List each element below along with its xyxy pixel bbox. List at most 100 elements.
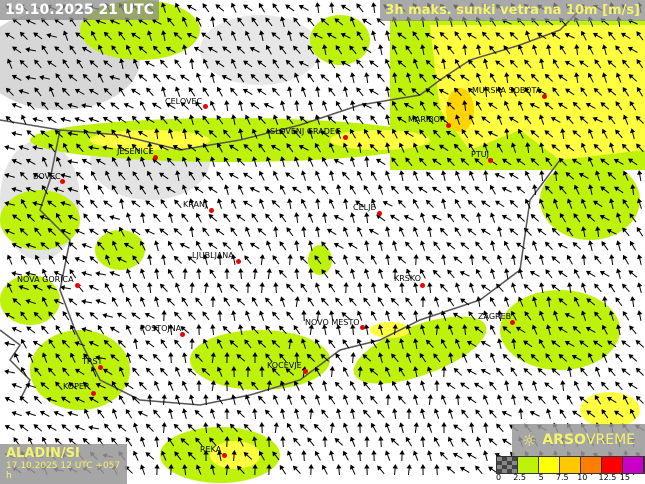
wind-arrow-head: [236, 354, 242, 360]
wind-arrow-head: [308, 240, 314, 246]
wind-arrow-head: [363, 268, 370, 274]
wind-arrow-head: [195, 464, 201, 470]
wind-arrow-head: [242, 88, 249, 94]
wind-arrow-head: [90, 199, 96, 205]
wind-arrow-head: [594, 366, 600, 372]
wind-arrow-head: [546, 44, 552, 49]
wind-arrow-head: [286, 115, 292, 121]
wind-arrow-head: [144, 116, 151, 122]
wind-arrow-head: [69, 45, 75, 51]
wind-arrow-head: [243, 4, 249, 10]
wind-arrow-head: [532, 184, 538, 189]
wind-arrow-head: [364, 436, 370, 441]
wind-arrow-head: [628, 354, 634, 360]
wind-arrow-head: [202, 338, 208, 344]
wind-arrow-head: [439, 451, 445, 457]
wind-arrow-head: [137, 410, 143, 416]
wind-arrow-head: [181, 297, 187, 303]
wind-arrow-head: [403, 214, 409, 220]
wind-arrow-head: [202, 198, 209, 204]
wind-arrow-head: [179, 242, 185, 248]
wind-arrow-head: [566, 254, 572, 261]
wind-arrow-head: [622, 310, 628, 317]
wind-arrow-head: [349, 464, 355, 470]
wind-arrow-head: [321, 269, 327, 275]
wind-arrow-head: [118, 366, 124, 372]
wind-arrow-head: [32, 340, 38, 346]
wind-arrow-head: [210, 352, 216, 357]
legend-label: 2.5: [513, 473, 527, 482]
wind-arrow-head: [432, 129, 438, 135]
wind-arrow-head: [349, 436, 355, 442]
wind-arrow-head: [480, 340, 486, 346]
wind-arrow-head: [594, 59, 600, 65]
wind-arrow-head: [12, 46, 18, 52]
wind-arrow-head: [439, 32, 445, 38]
wind-arrow-head: [186, 4, 193, 10]
wind-arrow-head: [117, 144, 123, 150]
wind-arrow-head: [427, 226, 433, 231]
wind-arrow-head: [6, 254, 12, 260]
wind-arrow-head: [461, 409, 467, 415]
wind-arrow-head: [228, 144, 235, 150]
wind-arrow-head: [32, 172, 39, 178]
wind-arrow-head: [154, 240, 160, 246]
wind-arrow-head: [594, 283, 600, 289]
wind-arrow-head: [139, 240, 145, 246]
wind-arrow-head: [243, 452, 249, 458]
wind-arrow-head: [580, 367, 586, 373]
wind-arrow-head: [405, 241, 410, 247]
wind-arrow-head: [76, 143, 82, 149]
wind-arrow-head: [328, 198, 334, 204]
wind-arrow-head: [483, 86, 489, 91]
wind-arrow-head: [466, 340, 473, 346]
wind-arrow-head: [146, 87, 152, 93]
wind-arrow-head: [251, 17, 257, 23]
wind-arrow-head: [102, 116, 109, 122]
wind-arrow-head: [357, 366, 363, 371]
wind-arrow-head: [405, 268, 411, 274]
wind-arrow-head: [47, 367, 53, 373]
wind-arrow-head: [335, 45, 341, 51]
wind-arrow-head: [509, 199, 515, 205]
wind-arrow-head: [251, 128, 257, 134]
city-marker: [180, 332, 185, 337]
wind-arrow-head: [466, 32, 472, 38]
wind-arrow-head: [210, 72, 216, 78]
wind-arrow-head: [588, 240, 594, 246]
wind-arrow-head: [347, 242, 354, 248]
wind-arrow-head: [103, 87, 109, 93]
wind-arrow-head: [81, 242, 87, 248]
wind-arrow-head: [460, 242, 466, 248]
wind-arrow-head: [420, 296, 426, 301]
wind-arrow-head: [552, 395, 558, 401]
wind-arrow-head: [363, 185, 369, 191]
wind-arrow-head: [585, 326, 591, 332]
wind-arrow-head: [83, 353, 89, 359]
wind-arrow-head: [482, 142, 489, 148]
wind-arrow-head: [131, 200, 137, 206]
wind-arrow-head: [314, 282, 321, 288]
wind-arrow-head: [396, 116, 403, 122]
wind-arrow-head: [438, 88, 444, 94]
wind-arrow-head: [460, 382, 466, 388]
wind-arrow-head: [265, 156, 272, 162]
legend-swatch: [518, 457, 539, 473]
wind-arrow-head: [481, 116, 487, 122]
wind-arrow-head: [264, 409, 270, 415]
wind-arrow-head: [271, 32, 277, 38]
wind-arrow-head: [320, 74, 326, 80]
wind-arrow-head: [81, 299, 87, 305]
wind-arrow-head: [557, 326, 564, 332]
wind-arrow-head: [607, 60, 613, 66]
wind-arrow-head: [424, 144, 430, 150]
wind-arrow-head: [390, 297, 396, 303]
wind-arrow-head: [153, 325, 159, 331]
wind-arrow-head: [370, 310, 376, 316]
wind-arrow-head: [159, 283, 165, 289]
wind-arrow-head: [46, 33, 52, 39]
wind-arrow-head: [399, 338, 405, 344]
wind-arrow-head: [413, 310, 419, 315]
wind-arrow-head: [147, 254, 153, 259]
wind-arrow-head: [258, 143, 264, 149]
